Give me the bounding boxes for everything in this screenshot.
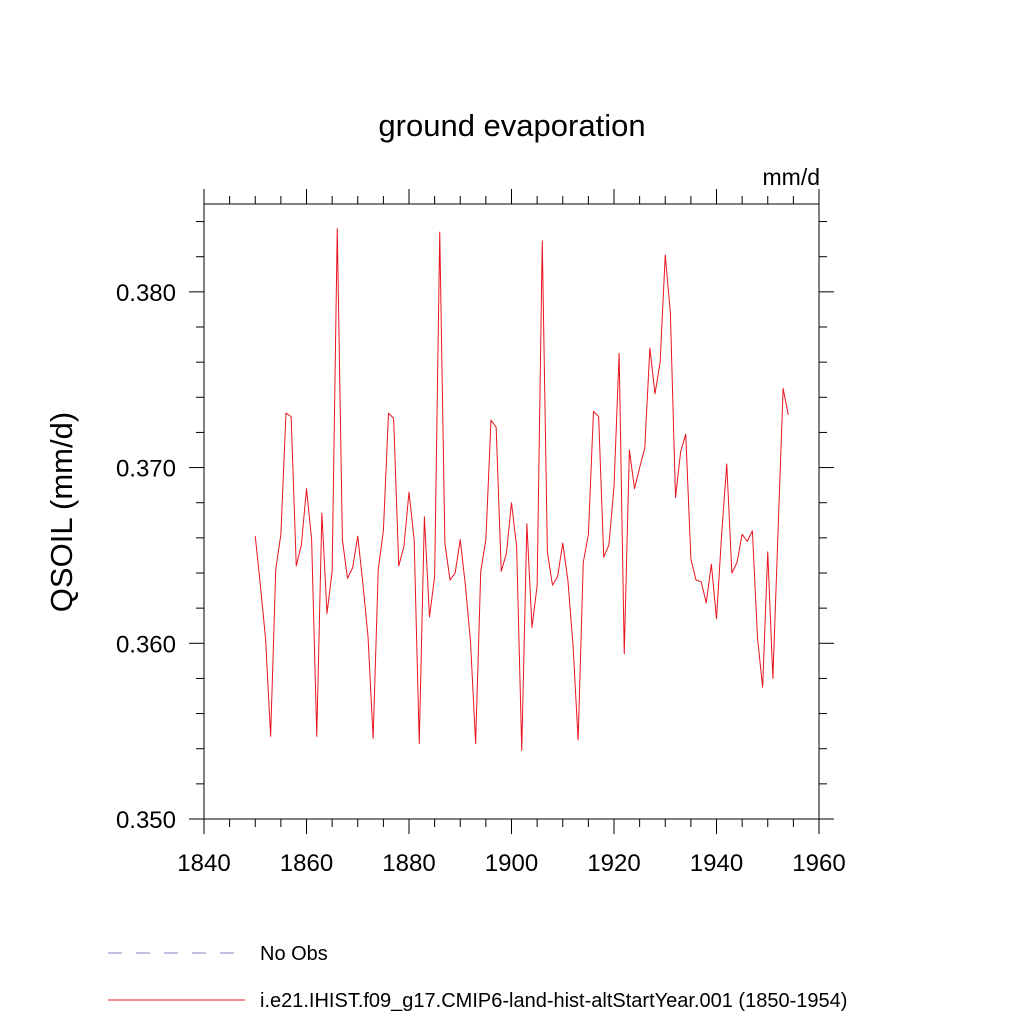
x-tick-label: 1840 [177, 850, 230, 877]
x-tick-label: 1920 [587, 850, 640, 877]
legend-label-no-obs: No Obs [260, 943, 328, 965]
chart-title: ground evaporation [378, 108, 645, 143]
plot-frame [203, 203, 820, 820]
y-axis-label: QSOIL (mm/d) [44, 412, 79, 612]
y-tick-label: 0.360 [116, 631, 176, 658]
axis-ticks [189, 189, 834, 834]
legend-label-model: i.e21.IHIST.f09_g17.CMIP6-land-hist-altS… [260, 990, 847, 1012]
axis-tick-labels: 1840 1860 1880 1900 1920 1940 1960 0.350 0.360 0.… [116, 280, 846, 877]
x-tick-label: 1900 [485, 850, 538, 877]
x-tick-label: 1960 [792, 850, 845, 877]
units-label: mm/d [763, 164, 821, 190]
y-tick-label: 0.350 [116, 807, 176, 834]
x-tick-label: 1940 [690, 850, 743, 877]
x-tick-label: 1880 [382, 850, 435, 877]
series-line [254, 228, 789, 751]
series-layer [254, 228, 789, 751]
y-tick-label: 0.380 [116, 280, 176, 307]
y-tick-label: 0.370 [116, 456, 176, 483]
x-tick-label: 1860 [280, 850, 333, 877]
legend: No Obs i.e21.IHIST.f09_g17.CMIP6-land-hi… [108, 943, 847, 1012]
